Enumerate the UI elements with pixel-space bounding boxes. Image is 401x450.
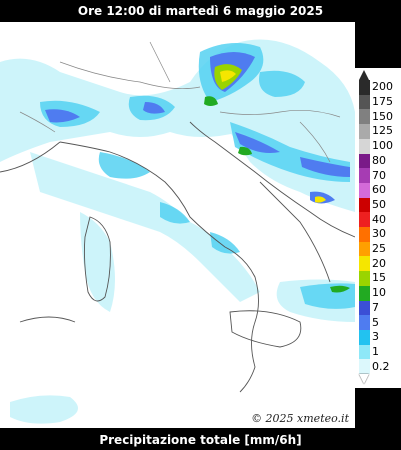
legend-label: 40	[372, 212, 386, 226]
legend-label: 20	[372, 256, 386, 270]
legend-label: 3	[372, 330, 379, 344]
map-canvas	[0, 39, 355, 424]
legend-label: 0.2	[372, 359, 390, 373]
legend-label: 10	[372, 286, 386, 300]
legend-swatch	[359, 138, 370, 154]
legend-swatch	[359, 359, 370, 375]
legend-swatch	[359, 94, 370, 110]
legend-swatch	[359, 300, 370, 316]
legend-label: 15	[372, 271, 386, 285]
map-footer-label: Precipitazione totale [mm/6h]	[99, 433, 302, 447]
legend-swatch	[359, 344, 370, 360]
coastlines	[0, 121, 355, 393]
precipitation-legend: 200 175 150 125 100 80 70 60 50 40 30 25 20 15 10 7 5 3 1 0…	[355, 68, 401, 388]
legend-swatch	[359, 124, 370, 140]
legend-label: 60	[372, 183, 386, 197]
legend-swatch	[359, 212, 370, 228]
legend-swatch	[359, 197, 370, 213]
legend-swatch	[359, 168, 370, 184]
legend-label: 1	[372, 344, 379, 358]
legend-label: 125	[372, 124, 393, 138]
legend-label: 100	[372, 139, 393, 153]
legend-swatch	[359, 241, 370, 257]
country-borders	[19, 41, 341, 163]
precip-light-areas	[0, 39, 355, 424]
legend-swatch	[359, 256, 370, 272]
legend-swatch	[359, 227, 370, 243]
map-title: Ore 12:00 di martedì 6 maggio 2025	[77, 4, 324, 18]
legend-label: 25	[372, 242, 386, 256]
legend-swatch	[359, 329, 370, 346]
legend-label: 30	[372, 227, 386, 241]
legend-swatch	[359, 109, 370, 125]
legend-label: 7	[372, 300, 379, 314]
legend-swatch	[359, 80, 370, 96]
legend-label: 200	[372, 80, 393, 94]
legend-label: 80	[372, 153, 386, 167]
legend-swatch	[359, 271, 370, 287]
legend-color-bar	[359, 80, 370, 375]
legend-bottom-arrow	[359, 374, 369, 384]
precip-heavy-areas	[204, 64, 350, 293]
legend-label: 150	[372, 109, 393, 123]
legend-swatch	[359, 315, 370, 331]
legend-label: 5	[372, 315, 379, 329]
legend-swatch	[359, 182, 370, 199]
legend-swatch	[359, 285, 370, 301]
copyright-text: © 2025 xmeteo.it	[251, 412, 349, 425]
legend-top-arrow	[359, 70, 369, 80]
legend-label: 50	[372, 197, 386, 211]
legend-label: 70	[372, 168, 386, 182]
legend-swatch	[359, 153, 370, 169]
legend-label: 175	[372, 95, 393, 109]
precipitation-map: © 2025 xmeteo.it	[0, 22, 355, 428]
